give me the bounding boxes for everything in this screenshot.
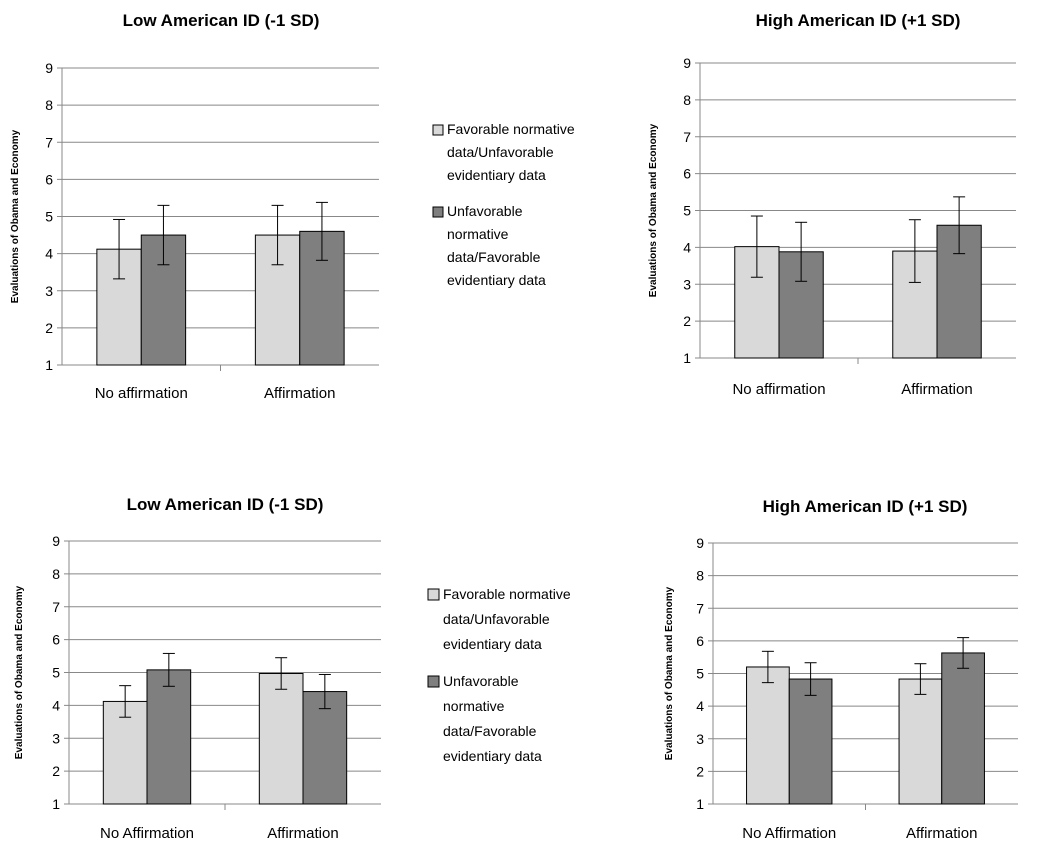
legend-label-line: data/Unfavorable — [443, 611, 550, 627]
chart-panel-3: Low American ID (-1 SD) 1 2 3 4 5 6 7 8 9 Evaluati… — [14, 495, 381, 842]
legend-label-line: Favorable normative — [447, 121, 575, 137]
bar — [146, 669, 192, 805]
chart-title: Low American ID (-1 SD) — [127, 495, 324, 514]
bar — [936, 224, 982, 359]
category-label: Affirmation — [906, 825, 977, 842]
bar — [258, 672, 304, 805]
legend-label-line: evidentiary data — [443, 636, 542, 652]
y-tick-label: 4 — [683, 239, 691, 255]
legend-swatch — [432, 124, 444, 136]
y-tick-label: 3 — [683, 276, 691, 292]
legend-bottom: Favorable normative data/Unfavorable evide… — [427, 586, 571, 764]
y-tick-label: 4 — [45, 246, 53, 262]
category-label: Affirmation — [267, 825, 338, 842]
y-tick-label: 5 — [696, 666, 704, 682]
bar — [102, 700, 148, 805]
y-tick-label: 8 — [683, 92, 691, 108]
category-label: No affirmation — [732, 381, 825, 398]
category-label: No Affirmation — [100, 825, 194, 842]
category-label: Affirmation — [901, 381, 972, 398]
y-axis-label: Evaluations of Obama and Economy — [10, 129, 21, 303]
legend-label-line: evidentiary data — [447, 272, 546, 288]
legend-label-line: Unfavorable — [447, 203, 523, 219]
chart-panel-1: Low American ID (-1 SD) 1 2 3 4 5 6 7 8 9 Evaluati… — [10, 11, 379, 402]
y-tick-label: 9 — [696, 535, 704, 551]
legend-label-line: evidentiary data — [447, 167, 546, 183]
legend-swatch — [427, 588, 440, 601]
y-tick-label: 1 — [683, 350, 691, 366]
y-tick-label: 6 — [52, 632, 60, 648]
y-tick-label: 9 — [683, 55, 691, 71]
chart-title: High American ID (+1 SD) — [763, 497, 968, 516]
legend-label-line: evidentiary data — [443, 748, 542, 764]
y-tick-label: 5 — [52, 665, 60, 681]
chart-title: Low American ID (-1 SD) — [123, 11, 320, 30]
y-tick-label: 9 — [45, 60, 53, 76]
y-tick-label: 6 — [696, 633, 704, 649]
y-tick-label: 3 — [45, 283, 53, 299]
y-tick-label: 1 — [52, 796, 60, 812]
y-tick-label: 1 — [45, 357, 53, 373]
y-tick-label: 2 — [683, 313, 691, 329]
y-axis-label: Evaluations of Obama and Economy — [648, 123, 659, 297]
y-tick-label: 7 — [45, 134, 53, 150]
legend-swatch — [427, 675, 440, 688]
legend-label-line: normative — [443, 698, 505, 714]
bar — [746, 666, 790, 805]
y-tick-label: 2 — [696, 763, 704, 779]
bar — [941, 652, 985, 805]
y-tick-label: 3 — [696, 731, 704, 747]
y-axis-label: Evaluations of Obama and Economy — [14, 585, 25, 759]
chart-panel-2: High American ID (+1 SD) 1 2 3 4 5 6 7 8 9 Evaluat… — [648, 11, 1016, 398]
y-tick-label: 4 — [52, 697, 60, 713]
y-tick-label: 8 — [52, 566, 60, 582]
bar — [302, 691, 348, 805]
bar — [788, 678, 833, 805]
legend-top: Favorable normative data/Unfavorable evide… — [432, 121, 575, 288]
legend-label-line: data/Unfavorable — [447, 144, 554, 160]
chart-title: High American ID (+1 SD) — [756, 11, 961, 30]
y-tick-label: 6 — [683, 166, 691, 182]
y-tick-label: 4 — [696, 698, 704, 714]
y-tick-label: 5 — [45, 209, 53, 225]
y-tick-label: 7 — [52, 599, 60, 615]
y-tick-label: 8 — [45, 97, 53, 113]
y-tick-label: 2 — [45, 320, 53, 336]
bar — [898, 678, 943, 805]
y-tick-label: 3 — [52, 730, 60, 746]
legend-label-line: Favorable normative — [443, 586, 571, 602]
category-label: No Affirmation — [742, 825, 836, 842]
y-tick-label: 1 — [696, 796, 704, 812]
bar — [254, 234, 301, 366]
y-tick-label: 2 — [52, 763, 60, 779]
legend-label-line: Unfavorable — [443, 673, 519, 689]
y-tick-label: 5 — [683, 203, 691, 219]
y-tick-label: 7 — [696, 600, 704, 616]
chart-panel-4: High American ID (+1 SD) 1 2 3 4 5 6 7 8 9 Evaluat… — [664, 497, 1018, 842]
y-tick-label: 8 — [696, 568, 704, 584]
legend-label-line: data/Favorable — [447, 249, 541, 265]
y-tick-label: 9 — [52, 533, 60, 549]
y-tick-label: 7 — [683, 129, 691, 145]
legend-label-line: normative — [447, 226, 509, 242]
category-label: Affirmation — [264, 385, 335, 402]
legend-label-line: data/Favorable — [443, 723, 537, 739]
y-axis-label: Evaluations of Obama and Economy — [664, 586, 675, 760]
legend-swatch — [432, 206, 444, 218]
y-tick-label: 6 — [45, 171, 53, 187]
category-label: No affirmation — [95, 385, 188, 402]
